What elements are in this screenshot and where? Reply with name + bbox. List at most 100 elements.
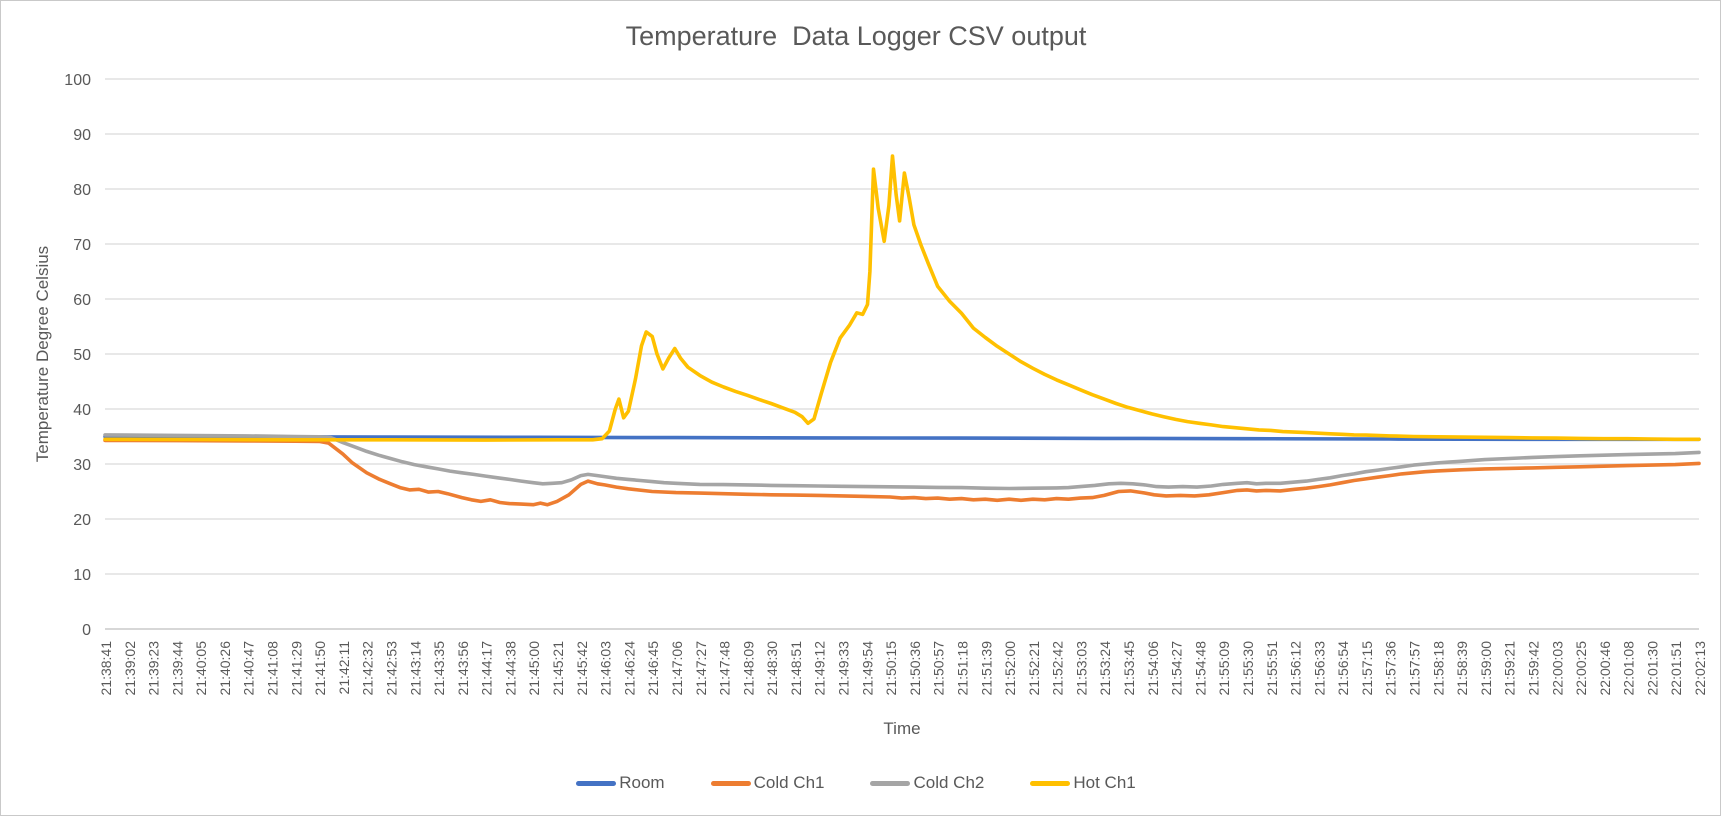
x-tick-label: 21:57:36	[1383, 641, 1399, 696]
x-tick-label: 21:42:32	[360, 641, 376, 696]
y-tick-label: 60	[73, 292, 91, 309]
series-line-room	[103, 434, 1701, 442]
x-tick-label: 21:59:42	[1525, 641, 1541, 696]
x-tick-label: 21:41:50	[312, 641, 328, 696]
x-tick-label: 21:59:21	[1502, 641, 1518, 696]
y-tick-label: 100	[64, 72, 91, 89]
legend-item-room: Room	[576, 773, 665, 793]
y-tick-label: 30	[73, 457, 91, 474]
x-tick-label: 21:43:56	[455, 641, 471, 696]
y-tick-label: 0	[82, 622, 91, 639]
x-tick-label: 21:59:00	[1478, 641, 1494, 696]
x-tick-label: 21:49:33	[836, 641, 852, 696]
x-tick-label: 21:53:03	[1073, 641, 1089, 696]
x-tick-label: 21:39:44	[169, 641, 185, 696]
series-line-cold-ch1	[103, 438, 1701, 507]
x-tick-label: 21:46:03	[598, 641, 614, 696]
x-tick-label: 21:38:41	[98, 641, 114, 696]
legend-item-cold-ch2: Cold Ch2	[870, 773, 984, 793]
x-tick-label: 21:47:06	[669, 641, 685, 696]
legend-label: Cold Ch2	[913, 773, 985, 792]
x-tick-label: 21:55:30	[1240, 641, 1256, 696]
x-tick-label: 22:00:03	[1549, 641, 1565, 696]
x-tick-label: 21:40:26	[217, 641, 233, 696]
x-tick-label: 21:56:54	[1335, 641, 1351, 696]
y-tick-label: 70	[73, 237, 91, 254]
x-tick-label: 21:46:24	[621, 641, 637, 696]
legend-item-hot-ch1: Hot Ch1	[1030, 773, 1136, 793]
x-tick-label: 22:01:30	[1644, 641, 1660, 696]
x-tick-label: 21:47:27	[693, 641, 709, 696]
x-tick-label: 21:40:05	[193, 641, 209, 696]
x-tick-label: 21:41:08	[265, 641, 281, 696]
x-tick-label: 22:00:46	[1597, 641, 1613, 696]
x-tick-label: 21:53:45	[1121, 641, 1137, 696]
x-tick-label: 21:57:57	[1407, 641, 1423, 696]
x-tick-label: 21:55:51	[1264, 641, 1280, 696]
x-tick-label: 21:52:21	[1026, 641, 1042, 696]
x-tick-label: 21:51:18	[954, 641, 970, 696]
y-tick-label: 50	[73, 347, 91, 364]
x-tick-label: 21:56:33	[1311, 641, 1327, 696]
x-tick-label: 21:44:17	[479, 641, 495, 696]
x-tick-label: 21:45:00	[526, 641, 542, 696]
x-tick-label: 21:50:36	[907, 641, 923, 696]
x-tick-label: 21:43:14	[407, 641, 423, 696]
x-tick-label: 21:49:12	[812, 641, 828, 696]
x-tick-label: 21:52:42	[1050, 641, 1066, 696]
x-tick-label: 21:39:23	[146, 641, 162, 696]
legend-label: Cold Ch1	[753, 773, 825, 792]
y-tick-label: 10	[73, 567, 91, 584]
x-tick-label: 21:58:39	[1454, 641, 1470, 696]
legend-dash-room	[576, 780, 617, 786]
x-axis-title: Time	[883, 719, 921, 738]
x-tick-label: 21:48:09	[740, 641, 756, 696]
x-tick-label: 22:02:13	[1692, 641, 1708, 696]
x-tick-label: 21:45:42	[574, 641, 590, 696]
x-tick-label: 21:54:48	[1192, 641, 1208, 696]
x-tick-label: 22:01:51	[1668, 641, 1684, 696]
x-tick-label: 21:42:11	[336, 641, 352, 695]
legend-dash-hot-ch1	[1030, 780, 1071, 786]
x-tick-label: 21:50:15	[883, 641, 899, 696]
y-tick-label: 80	[73, 182, 91, 199]
x-tick-label: 22:00:25	[1573, 641, 1589, 696]
x-tick-label: 21:41:29	[288, 641, 304, 696]
legend: Room Cold Ch1 Cold Ch2 Hot Ch1	[1, 773, 1711, 793]
series-line-hot-ch1	[103, 154, 1701, 442]
x-tick-label: 21:40:47	[241, 641, 257, 696]
x-tick-label: 21:49:54	[859, 641, 875, 696]
x-tick-label: 21:43:35	[431, 641, 447, 696]
x-tick-label: 21:48:30	[764, 641, 780, 696]
y-tick-label: 40	[73, 402, 91, 419]
x-tick-label: 21:48:51	[788, 641, 804, 696]
legend-label: Room	[619, 773, 665, 792]
x-tick-label: 21:44:38	[502, 641, 518, 696]
x-tick-label: 21:45:21	[550, 641, 566, 696]
x-tick-label: 21:58:18	[1430, 641, 1446, 696]
x-tick-label: 21:56:12	[1288, 641, 1304, 696]
x-tick-label: 21:55:09	[1216, 641, 1232, 696]
chart-title: Temperature Data Logger CSV output	[625, 21, 1087, 51]
y-tick-label: 90	[73, 127, 91, 144]
x-tick-label: 22:01:08	[1621, 641, 1637, 696]
x-tick-label: 21:47:48	[717, 641, 733, 696]
x-tick-label: 21:46:45	[645, 641, 661, 696]
legend-label: Hot Ch1	[1073, 773, 1136, 792]
legend-dash-cold-ch1	[710, 780, 751, 786]
x-tick-label: 21:52:00	[1002, 641, 1018, 696]
y-tick-label: 20	[73, 512, 91, 529]
x-tick-label: 21:54:27	[1169, 641, 1185, 696]
legend-item-cold-ch1: Cold Ch1	[710, 773, 825, 793]
x-tick-label: 21:53:24	[1097, 641, 1113, 696]
x-tick-label: 21:50:57	[931, 641, 947, 696]
series-line-cold-ch2	[103, 433, 1701, 491]
x-tick-label: 21:39:02	[122, 641, 138, 696]
x-tick-label: 21:42:53	[383, 641, 399, 696]
x-tick-label: 21:54:06	[1145, 641, 1161, 696]
legend-dash-cold-ch2	[870, 780, 911, 786]
x-tick-label: 21:57:15	[1359, 641, 1375, 696]
x-tick-label: 21:51:39	[978, 641, 994, 696]
